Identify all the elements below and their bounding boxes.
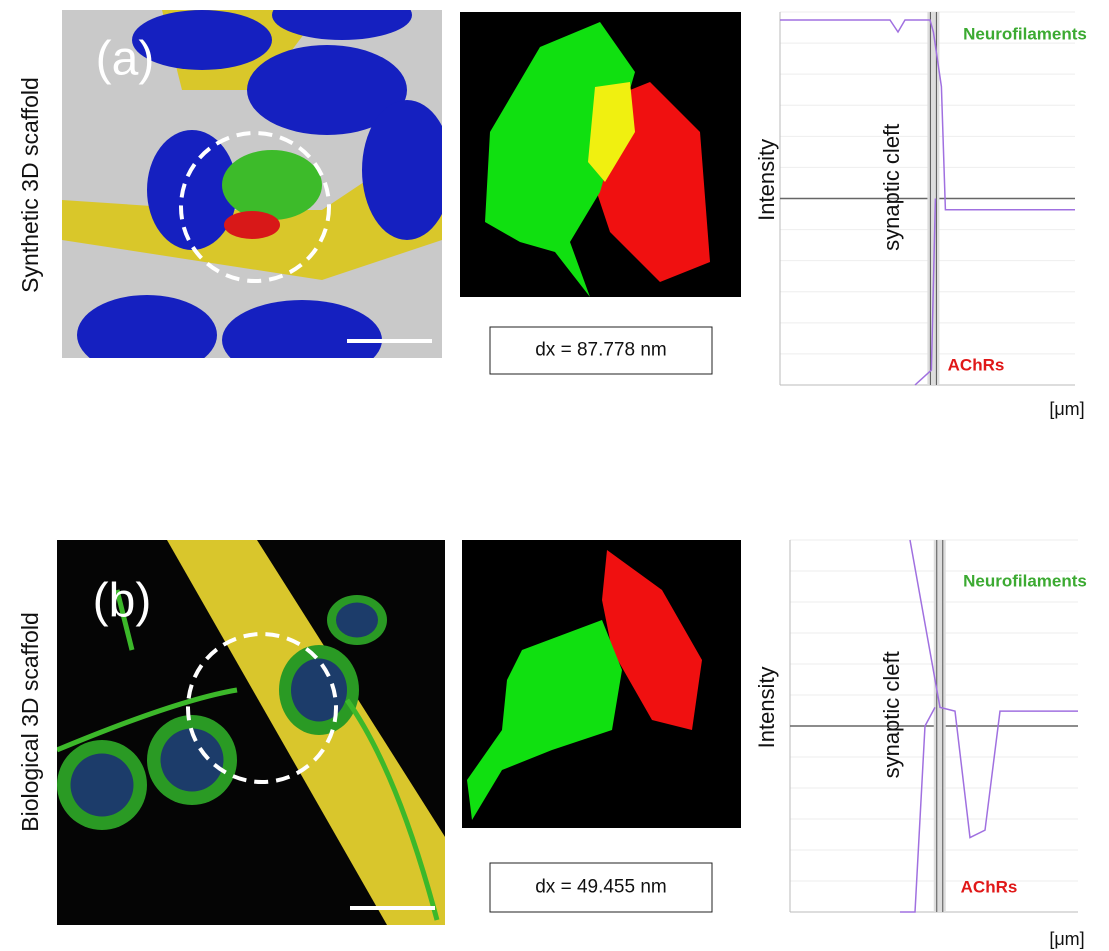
x-axis-unit: [μm] [1049,929,1084,949]
dx-value: dx = 49.455 nm [535,877,667,898]
nucleus [336,603,378,638]
profile-legend: Neurofilaments [963,571,1087,590]
y-axis-label: Intensity [754,139,779,221]
panel-label: (b) [93,575,152,628]
cleft-label: synaptic cleft [879,651,904,778]
nucleus [291,659,347,722]
nucleus [362,100,452,240]
figure: (a) Synthetic 3D scaffold dx = 87.778 nm Ne… [0,0,1109,951]
nucleus [161,729,224,792]
profile-legend: AChRs [961,877,1018,896]
panel-label: (a) [96,33,155,86]
dx-value: dx = 87.778 nm [535,340,667,361]
nucleus [77,295,217,375]
scaffold-label: Biological 3D scaffold [17,612,43,831]
profile-legend: Neurofilaments [963,24,1087,43]
profile-legend: AChRs [948,355,1005,374]
x-axis-unit: [μm] [1049,399,1084,419]
nucleus [71,754,134,817]
achr [224,211,280,239]
cleft-band [934,540,946,912]
cleft-label: synaptic cleft [879,124,904,251]
y-axis-label: Intensity [754,666,779,748]
cleft-band [927,12,939,385]
scaffold-label: Synthetic 3D scaffold [17,77,43,293]
neurofilament [222,150,322,220]
